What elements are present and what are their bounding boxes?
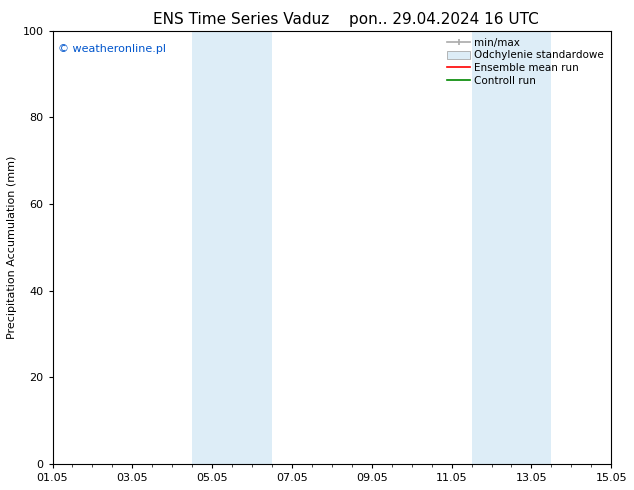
Bar xyxy=(472,30,552,464)
Y-axis label: Precipitation Accumulation (mm): Precipitation Accumulation (mm) xyxy=(7,156,17,339)
Text: ENS Time Series Vaduz: ENS Time Series Vaduz xyxy=(153,12,329,27)
Text: pon.. 29.04.2024 16 UTC: pon.. 29.04.2024 16 UTC xyxy=(349,12,539,27)
Bar xyxy=(192,30,272,464)
Legend: min/max, Odchylenie standardowe, Ensemble mean run, Controll run: min/max, Odchylenie standardowe, Ensembl… xyxy=(445,36,606,88)
Text: © weatheronline.pl: © weatheronline.pl xyxy=(58,44,166,53)
